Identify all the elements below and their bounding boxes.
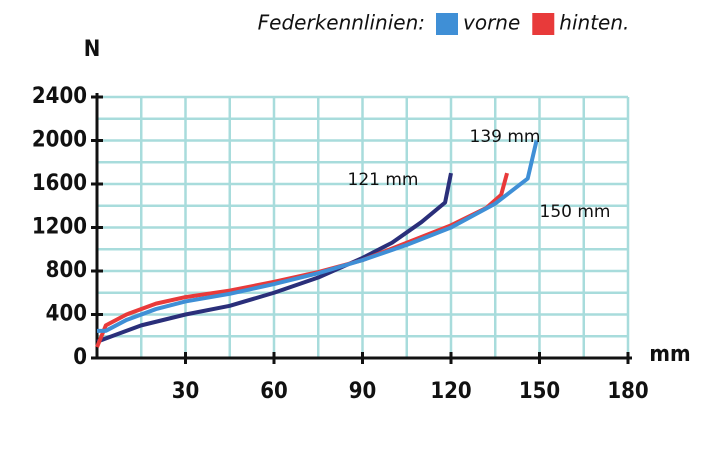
x-tick-label: 120 (430, 379, 471, 404)
data-line (97, 140, 539, 333)
y-tick-label: 800 (46, 258, 87, 283)
annotation: 150 mm (540, 202, 611, 222)
y-tick-label: 2400 (32, 84, 87, 109)
y-tick-label: 400 (46, 302, 87, 327)
x-tick-label: 60 (260, 379, 288, 404)
annotation: 139 mm (470, 127, 541, 147)
legend-label: hinten. (559, 11, 629, 35)
legend-swatch (532, 13, 555, 35)
x-tick-label: 30 (172, 379, 200, 404)
y-axis-label: N (84, 37, 101, 62)
legend-swatch (436, 13, 458, 35)
y-tick-label: 2000 (32, 128, 87, 153)
x-tick-label: 180 (607, 379, 648, 404)
y-tick-label: 1600 (32, 171, 87, 196)
x-axis-label: mm (649, 342, 690, 367)
legend-label: vorne (463, 11, 520, 35)
x-tick-label: 90 (349, 379, 377, 404)
y-tick-label: 0 (73, 345, 87, 370)
y-tick-label: 1200 (32, 215, 87, 240)
legend-title: Federkennlinien: (258, 11, 425, 35)
data-line (96, 172, 453, 344)
annotation: 121 mm (348, 170, 419, 190)
x-tick-label: 150 (519, 379, 560, 404)
